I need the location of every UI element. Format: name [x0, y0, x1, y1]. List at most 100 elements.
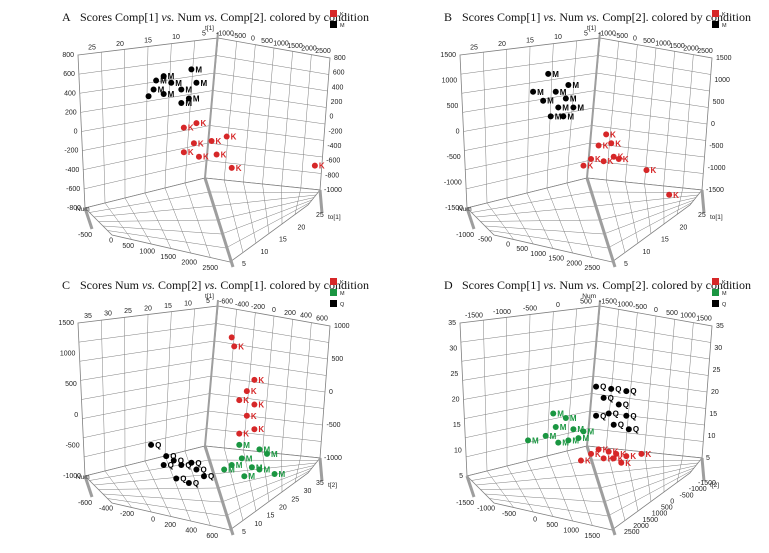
panel-letter: D — [444, 278, 453, 292]
tick-floor-left: 600 — [206, 533, 218, 540]
panel-d: D Scores Comp[1] vs. Num vs. Comp[2]. col… — [444, 278, 751, 540]
tick-floor-right: 5 — [624, 261, 628, 268]
point-K — [251, 401, 258, 408]
point-M — [552, 88, 559, 95]
legend-swatch-K — [712, 278, 719, 285]
title-part: vs. — [586, 10, 599, 24]
panel-title: Scores Comp[1] vs. Num vs. Comp[2]. colo… — [462, 278, 751, 292]
tick-left-vertical: -200 — [64, 148, 78, 155]
axis-rod-right — [318, 457, 324, 482]
point-K — [243, 388, 250, 395]
point-Q — [160, 462, 167, 469]
tick-top-right: -1000 — [216, 30, 234, 37]
point-label-Q: Q — [185, 461, 191, 470]
point-label-K: K — [258, 376, 264, 385]
wall-gridline — [483, 52, 488, 204]
tick-floor-left: 1000 — [563, 528, 579, 535]
tick-top-right: 2000 — [301, 45, 317, 52]
tick-right-vertical: -1000 — [324, 455, 342, 462]
tick-right-vertical: 0 — [711, 121, 715, 128]
tick-top-right: 1000 — [680, 313, 696, 320]
tick-floor-right: 35 — [316, 480, 324, 487]
panel-title: Scores Num vs. Comp[2] vs. Comp[1]. colo… — [80, 278, 369, 292]
point-label-M: M — [271, 450, 278, 459]
axis-rod-front — [203, 177, 235, 268]
tick-floor-left: 2500 — [202, 265, 218, 272]
point-M — [241, 473, 248, 480]
point-Q — [623, 388, 630, 395]
legend-swatch-K — [712, 10, 719, 17]
point-K — [208, 138, 215, 145]
tick-top-left: 20 — [144, 306, 152, 313]
point-K — [311, 162, 318, 169]
point-M — [547, 113, 554, 120]
point-label-M: M — [577, 425, 584, 434]
tick-right-vertical: -1500 — [706, 187, 724, 194]
tick-floor-left: -200 — [120, 511, 134, 518]
point-Q — [608, 385, 615, 392]
tick-floor-right: 15 — [279, 237, 287, 244]
point-label-M: M — [168, 90, 175, 99]
axis-rod-vertical — [204, 299, 219, 447]
axis-name-right: to[1] — [710, 214, 723, 221]
tick-left-vertical: 500 — [447, 103, 459, 110]
tick-left-vertical: 400 — [64, 90, 76, 97]
tick-floor-left: -600 — [78, 500, 92, 507]
point-label-K: K — [203, 153, 209, 162]
tick-right-vertical: 5 — [706, 455, 710, 462]
tick-top-left: 10 — [172, 34, 180, 41]
wall-gridline — [300, 54, 312, 189]
wall-gridline — [682, 322, 694, 457]
legend-label-Q: Q — [722, 302, 727, 308]
point-K — [577, 457, 584, 464]
tick-floor-left: 0 — [533, 517, 537, 524]
point-Q — [185, 479, 192, 486]
point-M — [236, 441, 243, 448]
point-label-M: M — [572, 81, 579, 90]
point-label-M: M — [168, 72, 175, 81]
title-part: Scores Comp[1] — [462, 10, 543, 24]
point-Q — [170, 457, 177, 464]
point-label-M: M — [582, 434, 589, 443]
point-label-K: K — [188, 148, 194, 157]
point-label-K: K — [258, 425, 264, 434]
point-label-M: M — [236, 461, 243, 470]
point-M — [570, 426, 577, 433]
point-label-K: K — [216, 137, 222, 146]
legend-swatch-M — [712, 289, 719, 296]
wall-gridline — [262, 315, 275, 453]
tick-top-right: 2500 — [315, 48, 331, 55]
tick-floor-right: 0 — [670, 498, 674, 505]
point-label-Q: Q — [615, 385, 621, 394]
point-Q — [188, 459, 195, 466]
tick-left-vertical: -800 — [67, 205, 81, 212]
point-Q — [201, 473, 207, 480]
point-K — [213, 151, 220, 158]
point-label-M: M — [547, 97, 554, 106]
tick-left-vertical: 35 — [448, 320, 456, 327]
point-Q — [163, 453, 170, 460]
point-label-Q: Q — [168, 461, 174, 470]
tick-top-right: -600 — [219, 298, 233, 305]
wall-gridline — [243, 44, 256, 183]
point-M — [188, 66, 195, 73]
tick-floor-left: 0 — [151, 517, 155, 524]
point-label-K: K — [231, 133, 237, 142]
point-M — [248, 464, 255, 471]
point-label-K: K — [625, 459, 631, 468]
legend-label-K: K — [340, 12, 344, 18]
legend-swatch-K — [330, 278, 337, 285]
tick-top-left: 5 — [202, 31, 206, 38]
point-label-K: K — [608, 454, 614, 463]
point-label-M: M — [228, 466, 235, 475]
tick-left-vertical: 600 — [63, 71, 75, 78]
point-label-M: M — [560, 88, 567, 97]
point-label-K: K — [603, 142, 609, 151]
tick-left-vertical: 1500 — [58, 320, 74, 327]
wall-gridline — [262, 47, 275, 185]
tick-floor-left: 2500 — [584, 265, 600, 272]
tick-top-left: -1500 — [465, 312, 483, 319]
axis-name-right: t[2] — [328, 482, 337, 489]
axis-rod-right — [700, 457, 706, 482]
tick-right-vertical: 20 — [711, 389, 719, 396]
